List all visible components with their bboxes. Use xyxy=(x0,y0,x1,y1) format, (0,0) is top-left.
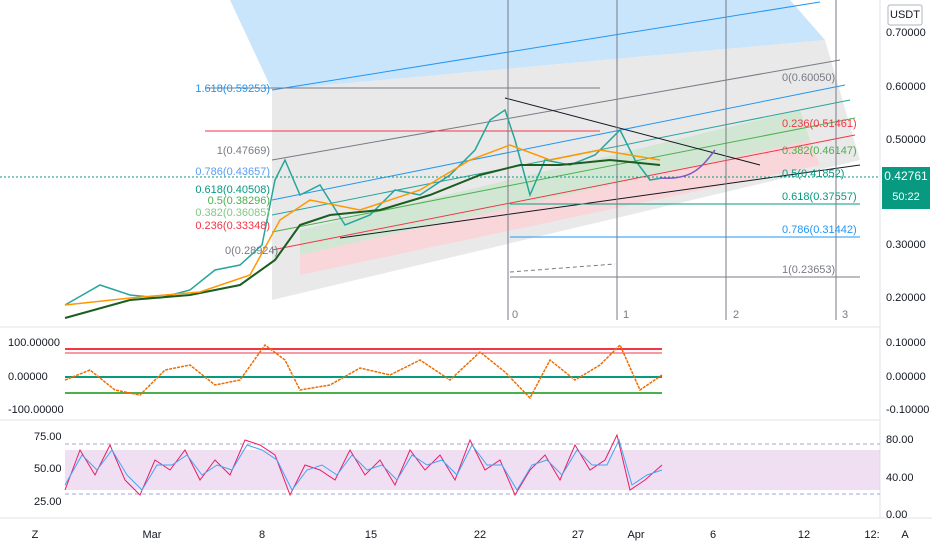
fib-label: 0.5(0.38296) xyxy=(208,195,270,207)
price-tick-label: 0.70000 xyxy=(886,27,926,39)
osc-left-label: 100.00000 xyxy=(8,337,60,349)
price-tag xyxy=(882,167,930,209)
osc-right-label: -0.10000 xyxy=(886,404,929,416)
osc-right-label: 0.10000 xyxy=(886,337,926,349)
fib-label: 0.382(0.36085) xyxy=(195,207,270,219)
fib-label: 0.236(0.51461) xyxy=(782,118,857,130)
corner-button[interactable]: Z xyxy=(32,529,39,541)
price-tick-label: 0.20000 xyxy=(886,292,926,304)
countdown: 50:22 xyxy=(892,191,920,203)
rsi-right-label: 0.00 xyxy=(886,509,907,521)
fib-label: 1.618(0.59253) xyxy=(195,83,270,95)
price-tick-label: 0.60000 xyxy=(886,81,926,93)
time-mark: 1 xyxy=(623,309,629,321)
price-tick-label: 0.30000 xyxy=(886,239,926,251)
moving-average xyxy=(64,158,661,319)
fib-label: 0.618(0.37557) xyxy=(782,191,857,203)
time-axis-label: 15 xyxy=(365,529,377,541)
fib-label: 0.786(0.31442) xyxy=(782,224,857,236)
channel-band xyxy=(230,0,825,90)
unit-box xyxy=(887,4,923,26)
channel-band xyxy=(300,110,810,255)
time-mark: 0 xyxy=(512,309,518,321)
corner-button[interactable]: A xyxy=(901,529,909,541)
rsi-left-label: 50.00 xyxy=(34,463,62,475)
time-axis-label: Apr xyxy=(627,529,644,541)
last-price: 0.42761 xyxy=(884,169,928,183)
fib-label: 0.236(0.33348) xyxy=(195,220,270,232)
price-tick-label: 0.50000 xyxy=(886,134,926,146)
fib-label: 0(0.28924) xyxy=(225,245,278,257)
fib-label: 0.618(0.40508) xyxy=(195,184,270,196)
rsi-left-label: 75.00 xyxy=(34,431,62,443)
fib-label: 0(0.60050) xyxy=(782,72,835,84)
time-axis-label: Mar xyxy=(143,529,162,541)
fib-label: 0.382(0.46147) xyxy=(782,145,857,157)
time-axis-label: 12 xyxy=(798,529,810,541)
time-axis-label: 8 xyxy=(259,529,265,541)
fib-label: 0.5(0.41852) xyxy=(782,168,844,180)
fib-label: 0.786(0.43657) xyxy=(195,166,270,178)
time-mark: 3 xyxy=(842,309,848,321)
time-mark: 2 xyxy=(733,309,739,321)
projection xyxy=(659,149,716,179)
osc-left-label: -100.00000 xyxy=(8,404,64,416)
time-axis-label: 27 xyxy=(572,529,584,541)
fib-label: 1(0.47669) xyxy=(217,145,270,157)
time-axis-label: 12: xyxy=(864,529,879,541)
oscillator xyxy=(64,343,663,400)
price-line xyxy=(64,108,663,306)
fib-label: 1(0.23653) xyxy=(782,264,835,276)
osc-left-label: 0.00000 xyxy=(8,371,48,383)
rsi-right-label: 80.00 xyxy=(886,434,914,446)
moving-average xyxy=(64,144,661,306)
time-axis-label: 6 xyxy=(710,529,716,541)
time-axis-label: 22 xyxy=(474,529,486,541)
rsi-left-label: 25.00 xyxy=(34,496,62,508)
unit-label: USDT xyxy=(890,9,920,21)
rsi xyxy=(64,433,880,497)
osc-right-label: 0.00000 xyxy=(886,371,926,383)
rsi-right-label: 40.00 xyxy=(886,472,914,484)
